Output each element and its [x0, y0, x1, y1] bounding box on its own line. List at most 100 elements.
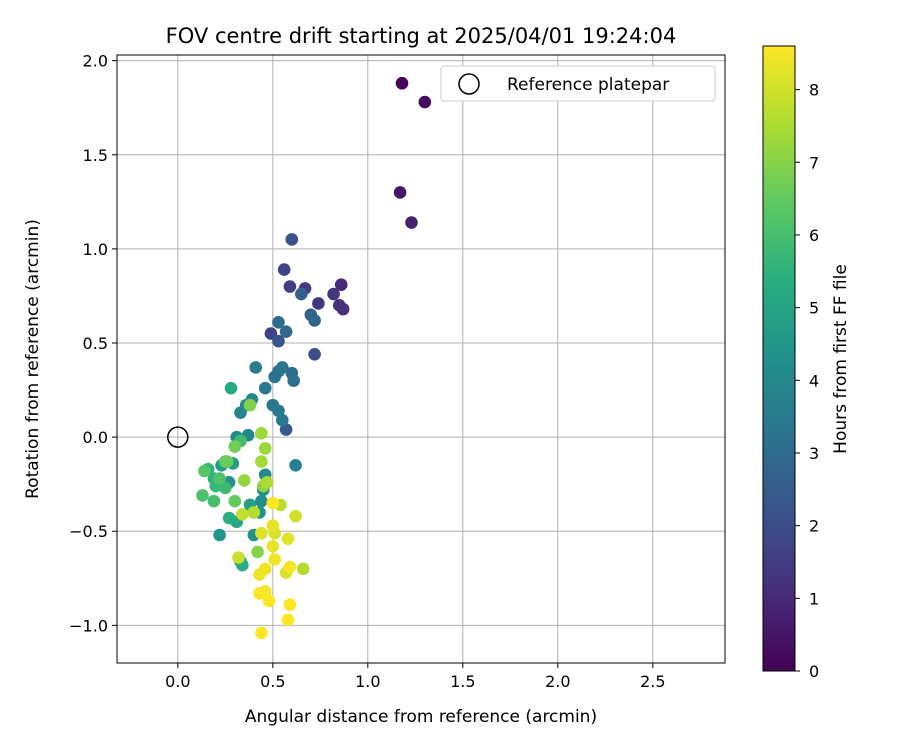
data-points — [196, 76, 432, 640]
y-tick-label: −0.5 — [69, 522, 108, 541]
data-point — [236, 507, 249, 521]
data-point — [220, 455, 234, 468]
data-point — [276, 413, 289, 427]
colorbar-tick-label: 8 — [809, 81, 819, 100]
colorbar-label: Hours from first FF file — [831, 264, 851, 454]
data-point — [295, 287, 308, 301]
grid-lines — [117, 55, 725, 663]
plot-frame — [116, 54, 726, 664]
data-point — [308, 347, 321, 361]
colorbar-tick-label: 3 — [809, 444, 819, 463]
data-point — [281, 532, 295, 546]
data-point — [258, 442, 272, 455]
data-point — [258, 381, 272, 395]
data-point — [213, 472, 226, 485]
data-point — [196, 489, 209, 502]
data-point — [276, 361, 289, 374]
colorbar-gradient — [762, 45, 796, 672]
x-axis-ticks: 0.0 0.5 1.0 1.5 2.0 2.5 — [165, 663, 666, 691]
data-point — [224, 381, 238, 395]
data-point — [308, 314, 321, 327]
data-point — [198, 464, 211, 478]
legend-marker-icon — [458, 73, 480, 95]
data-point — [327, 287, 340, 301]
x-tick-label: 0.0 — [165, 672, 190, 691]
data-point — [238, 474, 251, 487]
data-point — [279, 325, 293, 339]
colorbar-tick-label: 0 — [809, 662, 819, 681]
x-tick-label: 2.0 — [545, 672, 570, 691]
data-point — [255, 427, 268, 440]
x-tick-label: 0.5 — [260, 672, 285, 691]
data-point — [253, 568, 266, 581]
data-point — [283, 280, 297, 293]
data-point — [283, 560, 297, 574]
data-point — [255, 494, 268, 508]
y-tick-label: 0.5 — [83, 334, 108, 353]
data-point — [219, 481, 232, 495]
colorbar-tick-label: 1 — [809, 589, 819, 608]
data-point — [266, 496, 280, 510]
y-tick-label: 2.0 — [83, 52, 108, 71]
x-tick-label: 1.5 — [450, 672, 475, 691]
data-point — [395, 76, 409, 90]
data-point — [243, 398, 257, 412]
x-tick-label: 1.0 — [355, 672, 380, 691]
data-point — [232, 551, 245, 564]
colorbar-tick-label: 4 — [809, 371, 819, 390]
data-point — [255, 526, 268, 540]
data-point — [268, 553, 282, 566]
colorbar-tick-label: 2 — [809, 517, 819, 536]
data-point — [334, 278, 348, 291]
legend-box — [440, 65, 716, 102]
data-point — [247, 506, 261, 519]
x-tick-label: 2.5 — [640, 672, 665, 691]
chart-title: FOV centre drift starting at 2025/04/01 … — [166, 24, 677, 48]
data-point — [251, 545, 264, 559]
data-point — [277, 263, 291, 276]
y-axis-label: Rotation from reference (arcmin) — [23, 219, 43, 499]
data-point — [228, 494, 242, 508]
data-point — [207, 494, 221, 508]
y-axis-ticks: −1.0 −0.5 0.0 0.5 1.0 1.5 2.0 — [69, 52, 117, 635]
data-point — [272, 315, 285, 329]
data-point — [255, 626, 268, 640]
reference-platepar-marker — [167, 426, 189, 448]
data-point — [289, 509, 302, 523]
y-tick-label: 1.5 — [83, 146, 108, 165]
data-point — [333, 299, 346, 312]
legend-entry-label: Reference platepar — [507, 75, 669, 95]
data-point — [222, 511, 236, 525]
data-point — [266, 539, 280, 553]
data-point — [255, 455, 268, 468]
data-point — [281, 613, 295, 627]
data-point — [289, 459, 302, 472]
data-point — [272, 334, 285, 348]
y-tick-label: 1.0 — [83, 240, 108, 259]
data-point — [249, 361, 262, 374]
data-point — [405, 216, 418, 229]
data-point — [260, 475, 274, 489]
data-point — [283, 598, 297, 611]
colorbar: 0 1 2 3 4 5 6 7 8 Hours from first FF file — [762, 45, 851, 681]
data-point — [262, 594, 276, 608]
data-point — [266, 519, 280, 532]
data-point — [285, 233, 299, 246]
data-point — [296, 562, 310, 576]
data-point — [418, 95, 432, 109]
legend: Reference platepar — [440, 65, 716, 102]
y-tick-label: −1.0 — [69, 616, 108, 635]
data-point — [312, 297, 325, 310]
data-point — [253, 587, 266, 600]
data-point — [393, 186, 407, 199]
data-point — [213, 528, 226, 542]
data-point — [228, 440, 242, 453]
data-point — [287, 374, 301, 387]
colorbar-tick-label: 5 — [809, 299, 819, 318]
y-tick-label: 0.0 — [83, 428, 108, 447]
colorbar-ticks: 0 1 2 3 4 5 6 7 8 — [795, 81, 819, 681]
colorbar-tick-label: 6 — [809, 226, 819, 245]
colorbar-tick-label: 7 — [809, 153, 819, 172]
x-axis-label: Angular distance from reference (arcmin) — [245, 707, 597, 727]
